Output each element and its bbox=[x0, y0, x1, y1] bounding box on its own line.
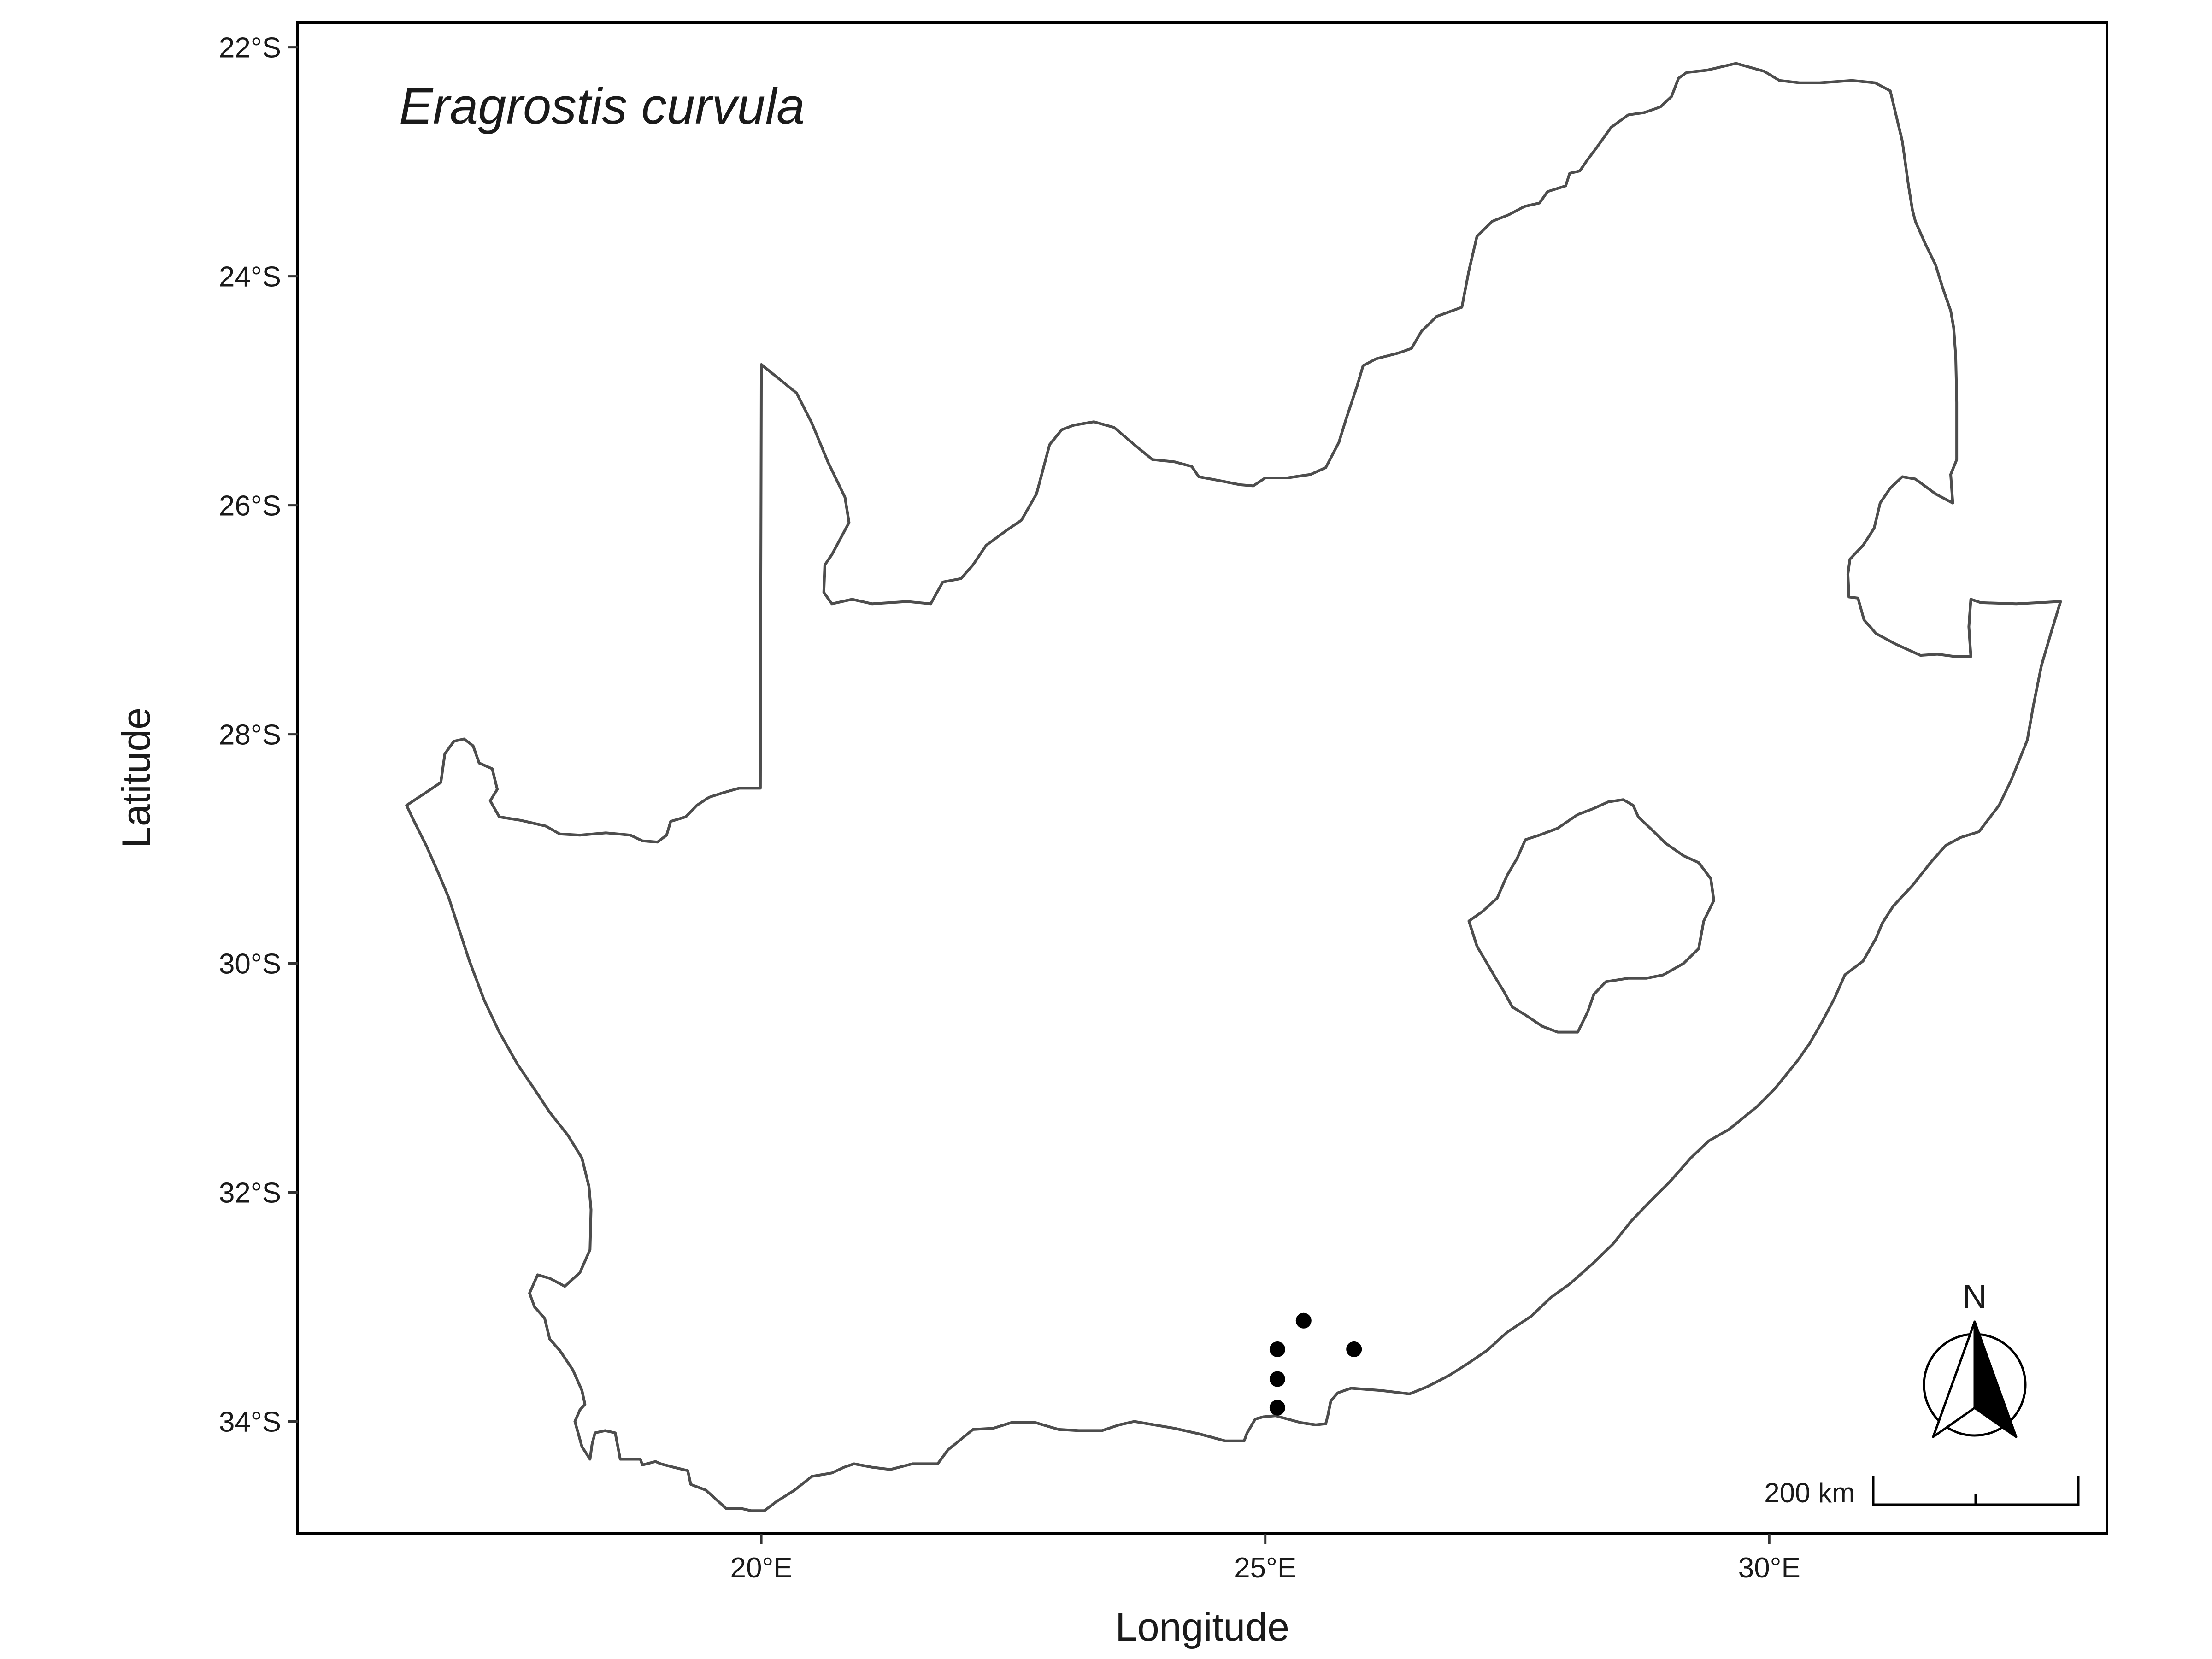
north-arrow-right-half bbox=[1973, 1320, 2018, 1438]
map-title: Eragrostis curvula bbox=[399, 78, 805, 135]
panel-border bbox=[296, 21, 2108, 1535]
scale-bar: 200 km bbox=[1764, 1476, 2080, 1508]
occurrence-points bbox=[1269, 1312, 1362, 1416]
x-tick-label: 20°E bbox=[730, 1552, 793, 1584]
scale-bar-line bbox=[1872, 1476, 2080, 1506]
y-tick-label: 22°S bbox=[219, 32, 281, 64]
lesotho-outline bbox=[1467, 798, 1715, 1034]
occurrence-point bbox=[1346, 1341, 1362, 1357]
y-tick-label: 28°S bbox=[219, 719, 281, 751]
north-arrow: N bbox=[1923, 1278, 2027, 1438]
south-africa-outline bbox=[405, 62, 2062, 1512]
y-tick-label: 24°S bbox=[219, 261, 281, 293]
x-tick-label: 25°E bbox=[1234, 1552, 1296, 1584]
x-tick-label: 30°E bbox=[1738, 1552, 1800, 1584]
y-tick-label: 34°S bbox=[219, 1406, 281, 1438]
y-tick-label: 30°S bbox=[219, 948, 281, 980]
y-axis: 22°S 24°S 26°S 28°S 30°S 32°S 34°S bbox=[219, 32, 298, 1438]
y-axis-label: Latitude bbox=[114, 707, 159, 848]
country-outlines bbox=[405, 62, 2062, 1512]
x-axis: 20°E 25°E 30°E bbox=[730, 1534, 1800, 1584]
y-tick-label: 32°S bbox=[219, 1177, 281, 1209]
occurrence-point bbox=[1269, 1400, 1285, 1416]
occurrence-point bbox=[1269, 1341, 1285, 1357]
scale-bar-label: 200 km bbox=[1764, 1477, 1855, 1508]
occurrence-point bbox=[1295, 1312, 1312, 1329]
occurrence-point bbox=[1269, 1371, 1285, 1387]
north-arrow-label: N bbox=[1963, 1278, 1987, 1315]
x-axis-label: Longitude bbox=[1115, 1605, 1289, 1649]
y-tick-label: 26°S bbox=[219, 490, 281, 522]
